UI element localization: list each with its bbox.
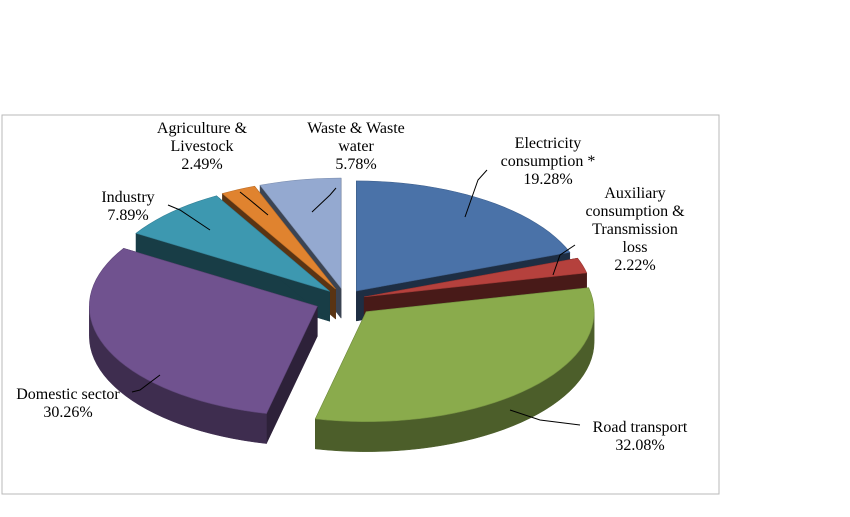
leader-line-2 [509,409,581,426]
data-label-text-1: consumption & [585,203,685,220]
data-label-1: Auxiliary consumption & Transmission loss 2.… [585,185,685,274]
data-label-value-2: 32.08% [615,437,664,454]
leader-line-1 [552,244,576,276]
data-label-text-5: Agriculture & [157,120,248,137]
pie-slice-3 [89,248,318,414]
data-label-text-5: Livestock [170,138,233,155]
data-label-text-0: consumption * [501,153,596,170]
pie-slice-2 [314,287,595,422]
leader-line-5 [239,191,269,216]
data-label-text-6: water [338,138,374,155]
data-label-value-6: 5.78% [335,156,376,173]
data-label-6: Waste & Waste water 5.78% [307,120,405,173]
data-label-text-3: Domestic sector [16,386,120,403]
data-labels: Electricity consumption * 19.28%Auxiliary c… [16,120,688,454]
data-label-text-4: Industry [101,189,154,206]
pie-slice-6 [259,177,342,289]
data-label-value-4: 7.89% [107,207,148,224]
data-label-value-0: 19.28% [523,171,572,188]
leader-line-4 [167,204,211,231]
data-label-text-1: Transmission [592,221,678,238]
data-label-text-1: loss [623,239,648,256]
leader-line-6 [311,187,337,213]
data-label-0: Electricity consumption * 19.28% [501,135,596,188]
data-label-text-2: Road transport [593,419,688,436]
data-label-4: Industry 7.89% [101,189,154,224]
pie-slice-1 [364,257,588,298]
data-label-3: Domestic sector 30.26% [16,386,120,421]
leader-lines [131,169,581,426]
leader-line-3 [131,374,161,393]
pie-slice-4 [135,195,330,292]
data-label-text-6: Waste & Waste [307,120,405,137]
data-label-2: Road transport 32.08% [593,419,688,454]
data-label-text-1: Auxiliary [604,185,665,202]
pie-slice-0 [356,180,571,292]
data-label-text-0: Electricity [515,135,582,152]
pie-tops [89,177,595,422]
data-label-value-5: 2.49% [181,156,222,173]
data-label-value-1: 2.22% [614,257,655,274]
pie-slice-5 [221,185,336,290]
data-label-5: Agriculture & Livestock 2.49% [157,120,248,173]
data-label-value-3: 30.26% [43,404,92,421]
leader-line-0 [464,169,488,218]
pie-3d-group [89,177,595,452]
